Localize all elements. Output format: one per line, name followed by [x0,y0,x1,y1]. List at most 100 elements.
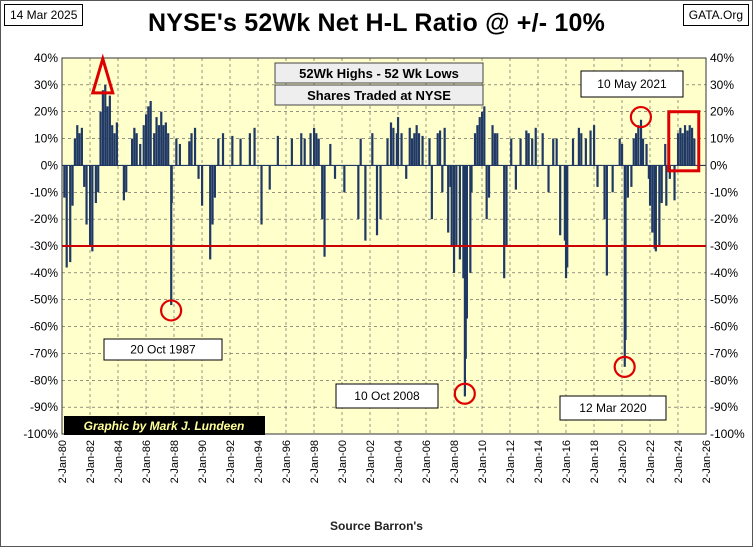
y-tick-label-right: -100% [710,427,745,441]
bar [130,138,134,166]
bar [209,165,212,260]
bar [248,133,251,166]
site-label: GATA.Org [682,4,749,26]
bar [290,138,293,166]
bar [630,165,633,187]
y-tick-label: -20% [30,212,58,226]
bar [563,165,566,241]
bar [71,165,74,206]
x-tick-label: 2-Jan-12 [505,440,517,483]
bar [175,138,178,166]
bar [309,133,312,166]
bar [487,165,491,198]
bar [596,165,599,187]
bar [552,138,555,166]
bar [221,133,225,166]
bar [683,125,687,166]
bar [97,165,100,193]
annotation-label: 20 Oct 1987 [130,343,196,357]
y-tick-label: 10% [34,132,58,146]
y-tick-label: -100% [23,427,58,441]
x-tick-label: 2-Jan-06 [421,440,433,483]
y-tick-label-right: -70% [710,346,738,360]
x-tick-label: 2-Jan-24 [673,440,685,483]
bar [405,165,408,179]
y-tick-label-right: -10% [710,185,738,199]
y-tick-label: -80% [30,373,58,387]
bar [654,165,657,252]
y-tick-label: 20% [34,105,58,119]
bar-series [62,84,706,397]
bar [147,106,150,166]
x-tick-label: 2-Jan-08 [449,440,461,483]
bar [359,138,362,166]
bar [478,117,481,166]
bar [231,135,234,166]
bar [375,165,379,236]
x-tick-label: 2-Jan-80 [57,440,69,483]
chart-title: NYSE's 52Wk Net H-L Ratio @ +/- 10% [147,9,606,37]
x-tick-label: 2-Jan-18 [589,440,601,483]
bar [447,165,450,233]
bar [514,165,517,190]
x-tick-label: 2-Jan-20 [617,440,629,483]
bar [133,127,136,166]
bar [493,133,496,166]
bar [618,138,621,166]
y-tick-label-right: 40% [710,51,734,65]
bar [525,130,528,166]
highlight-rectangle [667,110,701,173]
bar [452,165,456,273]
bar [637,125,640,166]
bar [139,143,142,166]
bar [153,133,156,166]
bar [415,125,418,166]
x-tick-label: 2-Jan-22 [645,440,657,483]
bar [217,138,220,166]
legend-label: Shares Traded at NYSE [307,88,451,103]
bar [441,165,444,193]
bar [519,138,522,166]
bar [115,122,118,166]
bar [639,119,643,166]
bar [436,133,439,166]
y-tick-label: -70% [30,346,58,360]
x-tick-label: 2-Jan-02 [365,440,377,483]
legend-box [274,84,484,106]
bar [91,165,94,252]
bar [485,165,488,220]
bar [584,138,587,166]
annotation-box [559,395,667,421]
x-tick-label: 2-Jan-94 [253,440,265,483]
bar [624,165,627,340]
y-tick-label-right: 20% [710,105,734,119]
bar [564,165,568,279]
bar [470,165,473,193]
bar [197,165,200,179]
bar [135,133,138,166]
x-tick-label: 2-Jan-86 [141,440,153,483]
annotation-label: 10 Oct 2008 [354,389,420,403]
y-tick-label: -30% [30,239,58,253]
bar [455,165,458,246]
bar [580,133,583,166]
legend-box [274,62,484,84]
bar [357,165,360,220]
credit-text: Graphic by Mark J. Lundeen [84,419,245,433]
bar [443,127,446,166]
bar [364,165,367,241]
y-tick-label: 40% [34,51,58,65]
y-tick-label-right: 10% [710,132,734,146]
annotation-label: 12 Mar 2020 [579,401,647,415]
bar [660,165,663,204]
bar [577,127,580,166]
bar [333,165,337,179]
bar [167,133,170,166]
bar [321,165,324,220]
bar [200,165,204,206]
credit-box: Graphic by Mark J. Lundeen [64,416,265,435]
bar [157,125,160,166]
bar [188,141,191,166]
x-tick-label: 2-Jan-96 [281,440,293,483]
